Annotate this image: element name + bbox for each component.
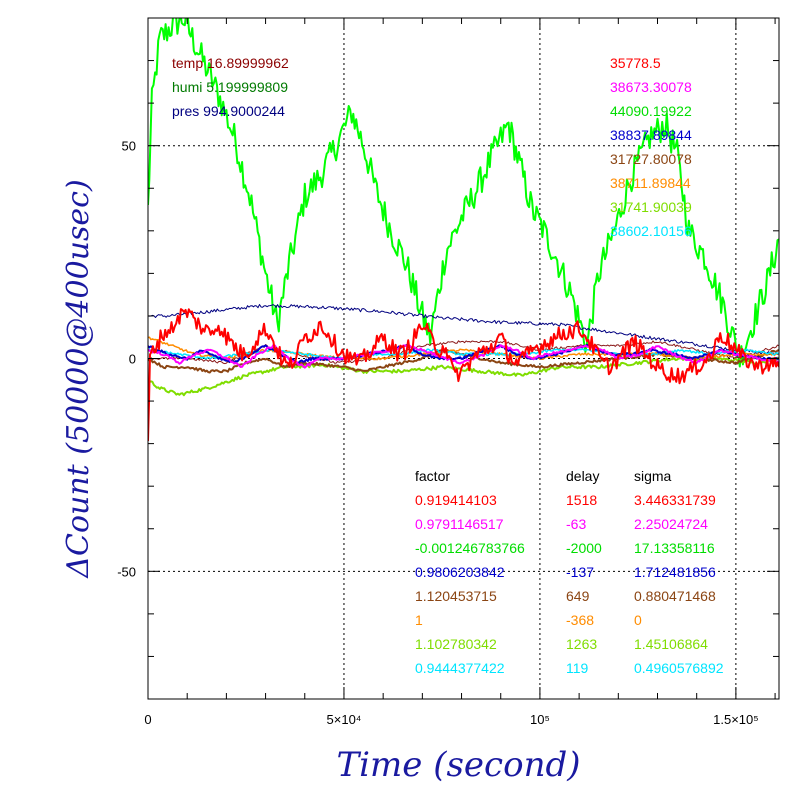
table-cell-sigma: 0.4960576892 — [634, 660, 724, 676]
table-cell-sigma: 1.712481856 — [634, 564, 716, 580]
table-header-sigma: sigma — [634, 468, 672, 484]
env-label: pres 994.9000244 — [172, 103, 285, 119]
x-tick-label: 1.5×10⁵ — [713, 712, 759, 727]
table-cell-sigma: 17.13358116 — [634, 540, 715, 556]
table-cell-sigma: 0 — [634, 612, 642, 628]
table-cell-factor: 0.9444377422 — [415, 660, 505, 676]
series-value-label: 38673.30078 — [610, 79, 692, 95]
series-value-label: 44090.19922 — [610, 103, 692, 119]
table-cell-sigma: 3.446331739 — [634, 492, 716, 508]
x-axis-title: Time (second) — [337, 745, 581, 785]
table-cell-delay: -2000 — [566, 540, 602, 556]
series-value-label: 38837.89844 — [610, 127, 692, 143]
y-tick-label: -50 — [117, 564, 136, 579]
table-cell-factor: 0.9806203842 — [415, 564, 505, 580]
table-header-delay: delay — [566, 468, 599, 484]
table-cell-sigma: 2.25024724 — [634, 516, 708, 532]
series-layer — [148, 18, 779, 442]
environment-labels: temp 16.89999962 humi 5.199999809 pres 994… — [172, 55, 289, 119]
x-tick-label: 5×10⁴ — [327, 712, 362, 727]
series-line-10 — [148, 308, 779, 442]
env-label: humi 5.199999809 — [172, 79, 288, 95]
table-cell-delay: 1518 — [566, 492, 597, 508]
series-value-label: 31741.90039 — [610, 199, 692, 215]
y-axis-title: ΔCount (50000@400usec) — [61, 179, 96, 578]
table-cell-factor: 0.919414103 — [415, 492, 497, 508]
table-cell-delay: 649 — [566, 588, 590, 604]
table-cell-delay: 119 — [566, 660, 589, 676]
series-line-9 — [148, 344, 779, 369]
table-cell-delay: 1263 — [566, 636, 597, 652]
series-line-3 — [148, 355, 779, 397]
y-tick-label: 50 — [122, 139, 136, 154]
table-cell-delay: -137 — [566, 564, 594, 580]
table-cell-factor: 0.9791146517 — [415, 516, 504, 532]
axis-tick-labels: 0 5×10⁴ 10⁵ 1.5×10⁵ 50 0 -50 — [117, 139, 758, 727]
series-line-1 — [148, 18, 779, 368]
table-cell-factor: 1 — [415, 612, 423, 628]
series-line-7 — [148, 348, 779, 360]
table-cell-factor: -0.001246783766 — [415, 540, 525, 556]
x-tick-label: 0 — [144, 712, 151, 727]
series-value-label: 31727.80078 — [610, 151, 692, 167]
series-value-label: 38711.89844 — [610, 175, 691, 191]
table-cell-sigma: 1.45106864 — [634, 636, 708, 652]
series-line-2 — [148, 304, 779, 356]
table-cell-delay: -63 — [566, 516, 586, 532]
series-value-label: 38602.10156 — [610, 223, 692, 239]
series-value-label: 35778.5 — [610, 55, 661, 71]
table-cell-delay: -368 — [566, 612, 594, 628]
table-cell-factor: 1.102780342 — [415, 636, 497, 652]
axis-ticks — [147, 17, 779, 700]
table-header-factor: factor — [415, 468, 450, 484]
env-label: temp 16.89999962 — [172, 55, 289, 71]
table-cell-sigma: 0.880471468 — [634, 588, 716, 604]
x-tick-label: 10⁵ — [530, 712, 550, 727]
fit-parameter-table: factor delay sigma 0.919414103 1518 3.4463317… — [415, 468, 724, 676]
series-value-labels: 35778.5 38673.30078 44090.19922 38837.89844… — [610, 55, 692, 239]
y-tick-label: 0 — [129, 352, 136, 367]
table-cell-factor: 1.120453715 — [415, 588, 497, 604]
